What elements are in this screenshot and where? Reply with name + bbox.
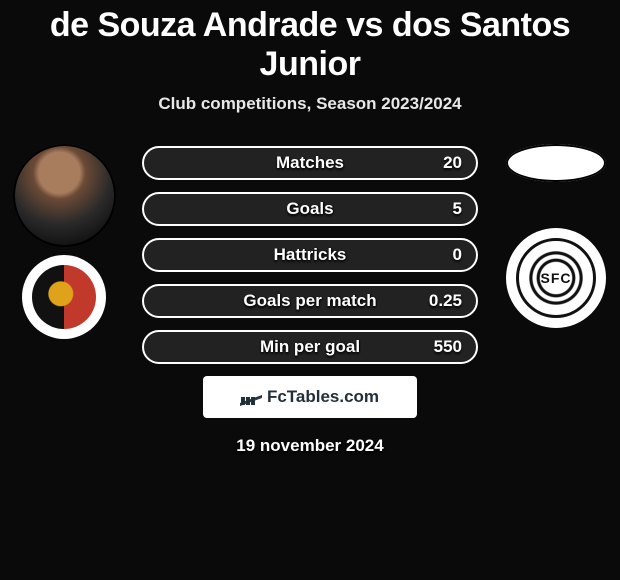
left-player-column (8, 144, 120, 339)
stat-row-goals: 5 Goals 5 (142, 192, 478, 226)
right-player-photo (506, 144, 606, 182)
left-player-photo (13, 144, 116, 247)
left-club-badge (22, 255, 106, 339)
stat-label: Hattricks (274, 245, 347, 265)
generated-date: 19 november 2024 (0, 436, 620, 456)
subtitle: Club competitions, Season 2023/2024 (0, 94, 620, 114)
brand-badge: FcTables.com (203, 376, 417, 418)
stat-label: Goals per match (243, 291, 376, 311)
stat-right-value: 20 (443, 153, 462, 173)
stat-label: Matches (276, 153, 344, 173)
stat-bars: 20 Matches 20 5 Goals 5 0 Hattricks 0 0.… (142, 144, 478, 364)
chart-icon (241, 389, 261, 405)
right-club-badge (506, 228, 606, 328)
brand-text: FcTables.com (267, 387, 379, 407)
page-title: de Souza Andrade vs dos Santos Junior (0, 0, 620, 84)
comparison-panel: 20 Matches 20 5 Goals 5 0 Hattricks 0 0.… (0, 144, 620, 456)
stat-right-value: 550 (434, 337, 462, 357)
stat-row-goals-per-match: 0.25 Goals per match 0.25 (142, 284, 478, 318)
stat-right-value: 0.25 (429, 291, 462, 311)
stat-label: Goals (286, 199, 333, 219)
stat-row-min-per-goal: 550 Min per goal 550 (142, 330, 478, 364)
stat-row-hattricks: 0 Hattricks 0 (142, 238, 478, 272)
stat-right-value: 0 (453, 245, 462, 265)
stat-row-matches: 20 Matches 20 (142, 146, 478, 180)
right-player-column (500, 144, 612, 328)
stat-label: Min per goal (260, 337, 360, 357)
stat-right-value: 5 (453, 199, 462, 219)
